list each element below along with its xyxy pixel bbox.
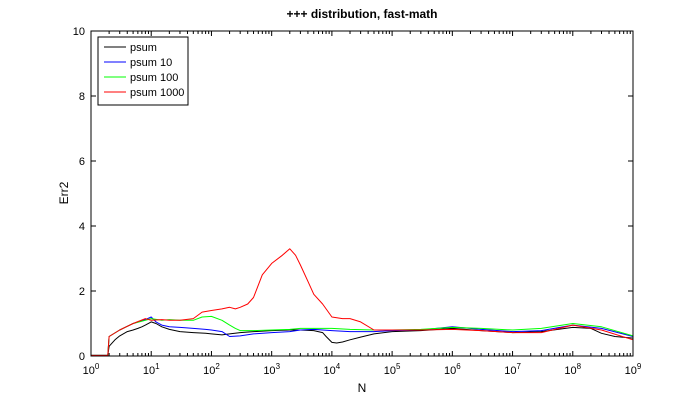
x-tick-label: 104 (324, 362, 341, 377)
x-tick-label: 106 (444, 362, 461, 377)
legend-label: psum 100 (130, 72, 178, 84)
y-axis-label: Err2 (57, 181, 71, 204)
axis-ticks: 0 2 4 6 8 10 100 101 102 103 104 105 106 107 108 109 (73, 26, 642, 377)
x-tick-label: 103 (263, 362, 280, 377)
x-tick-label: 102 (203, 362, 220, 377)
x-axis-label: N (358, 381, 367, 395)
legend-box (97, 36, 189, 106)
y-tick-label: 10 (73, 26, 85, 38)
chart-title: +++ distribution, fast-math (286, 7, 437, 21)
x-tick-label: 100 (83, 362, 100, 377)
legend-label: psum 1000 (130, 87, 184, 99)
y-tick-label: 8 (79, 91, 85, 103)
legend-label: psum 10 (130, 57, 172, 69)
x-tick-label: 109 (625, 362, 642, 377)
plot-frame (90, 30, 634, 357)
y-tick-label: 6 (79, 156, 85, 168)
plot-lines (91, 248, 634, 356)
legend: psum psum 10 psum 100 psum 1000 (97, 36, 189, 106)
y-tick-label: 2 (79, 286, 85, 298)
y-tick-label: 0 (79, 351, 85, 363)
legend-label: psum (130, 42, 157, 54)
x-tick-label: 105 (384, 362, 401, 377)
x-tick-label: 108 (564, 362, 581, 377)
series-line-4 (91, 248, 634, 356)
y-tick-label: 4 (79, 221, 85, 233)
x-tick-label: 101 (143, 362, 160, 377)
x-tick-label: 107 (504, 362, 521, 377)
